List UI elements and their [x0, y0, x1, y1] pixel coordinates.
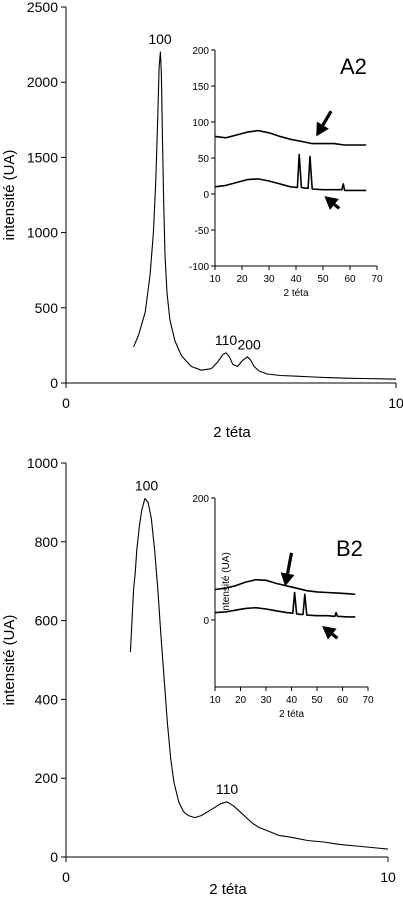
- x-tick-label: 0: [62, 869, 70, 885]
- inset-y-tick-label: 200: [192, 46, 209, 57]
- y-tick-label: 600: [35, 613, 59, 629]
- inset-x-tick-label: 40: [286, 695, 298, 706]
- inset-x-tick-label: 70: [371, 274, 383, 285]
- inset-arrow-shaft: [285, 552, 294, 574]
- x-axis-label-a2: 2 téta: [213, 424, 251, 441]
- y-axis-label-b2: intensité (UA): [1, 615, 18, 706]
- inset-y-tick-label: 100: [192, 118, 209, 129]
- inset-x-tick-label: 10: [209, 695, 221, 706]
- inset-y-tick-label: -100: [189, 262, 209, 273]
- y-tick-labels-b2: 0 200 400 600 800 1000: [27, 455, 66, 865]
- x-tick-label: 10: [380, 869, 396, 885]
- series-lines-a2: [133, 51, 397, 380]
- inset-arrow-shaft: [333, 203, 341, 210]
- y-tick-label: 2500: [27, 0, 58, 15]
- inset-spectrum-line: [214, 129, 367, 146]
- peak-label: 200: [237, 336, 261, 352]
- inset-y-tick-label: 50: [198, 154, 210, 165]
- inset-x-tick-label: 20: [236, 274, 248, 285]
- inset-x-axis-label: 2 téta: [283, 288, 308, 299]
- inset-x-tick-label: 70: [362, 695, 374, 706]
- inset-a2: -100 -50 0 50 100 150 200 10 20 30 40 50 60 70 2 téta: [189, 46, 383, 299]
- inset-y-tick-label: 0: [203, 616, 209, 627]
- inset-x-tick-label: 20: [235, 695, 247, 706]
- y-tick-label: 500: [35, 300, 59, 316]
- inset-x-tick-label: 60: [344, 274, 356, 285]
- x-tick-labels-b2: 0 10: [62, 857, 396, 885]
- inset-spectrum-line: [214, 153, 367, 192]
- spectrum-line: [129, 497, 389, 850]
- inset-y-tick-label: 0: [203, 190, 209, 201]
- inset-x-tick-label: 30: [260, 695, 272, 706]
- y-tick-label: 1500: [27, 149, 58, 165]
- y-tick-labels-a2: 0 500 1000 1500 2000 2500: [27, 0, 66, 391]
- inset-arrow-head: [324, 196, 339, 210]
- inset-arrow-head: [316, 121, 329, 137]
- x-tick-label: 0: [62, 395, 70, 411]
- peak-label: 110: [216, 781, 239, 797]
- y-tick-label: 0: [50, 375, 58, 391]
- peak-label: 110: [215, 332, 238, 348]
- inset-spectrum-line: [214, 578, 356, 596]
- x-tick-label: 10: [388, 395, 403, 411]
- inset-x-tick-label: 60: [337, 695, 349, 706]
- inset-y-tick-label: 200: [192, 494, 209, 505]
- x-axis-label-b2: 2 téta: [209, 881, 247, 898]
- inset-arrow-shaft: [331, 632, 339, 640]
- inset-arrow-shaft: [321, 110, 333, 127]
- inset-spectrum-line: [214, 591, 356, 618]
- y-tick-label: 0: [50, 849, 58, 865]
- panel-label-a2: A2: [340, 54, 367, 79]
- inset-x-tick-label: 40: [290, 274, 302, 285]
- inset-arrow-head: [280, 572, 295, 587]
- inset-y-axis-label: intensité (UA): [221, 552, 232, 613]
- peak-label: 100: [135, 477, 159, 493]
- y-axis-label-a2: intensité (UA): [1, 150, 18, 241]
- x-tick-labels-a2: 0 10: [62, 383, 403, 411]
- y-tick-label: 400: [35, 691, 59, 707]
- inset-y-tick-label: 150: [192, 82, 209, 93]
- main-plot-frame-b2: [65, 463, 388, 858]
- y-tick-label: 200: [35, 770, 59, 786]
- inset-x-tick-label: 50: [317, 274, 329, 285]
- inset-x-axis-label: 2 téta: [279, 709, 304, 720]
- y-tick-label: 2000: [27, 74, 58, 90]
- y-tick-label: 1000: [27, 225, 58, 241]
- y-tick-label: 800: [35, 534, 59, 550]
- series-lines-b2: [129, 497, 389, 850]
- inset-b2: 0 200 10 20 30 40 50 60 70 2 téta intensité (UA): [192, 494, 374, 720]
- inset-x-tick-label: 30: [263, 274, 275, 285]
- panel-label-b2: B2: [336, 536, 363, 561]
- inset-arrow-head: [322, 626, 337, 640]
- inset-x-tick-label: 10: [209, 274, 221, 285]
- peak-label: 100: [148, 31, 172, 47]
- main-plot-frame-a2: [65, 7, 396, 384]
- inset-x-tick-label: 50: [311, 695, 323, 706]
- y-tick-label: 1000: [27, 455, 58, 471]
- inset-y-tick-label: -50: [195, 226, 210, 237]
- spectrum-line: [133, 51, 397, 380]
